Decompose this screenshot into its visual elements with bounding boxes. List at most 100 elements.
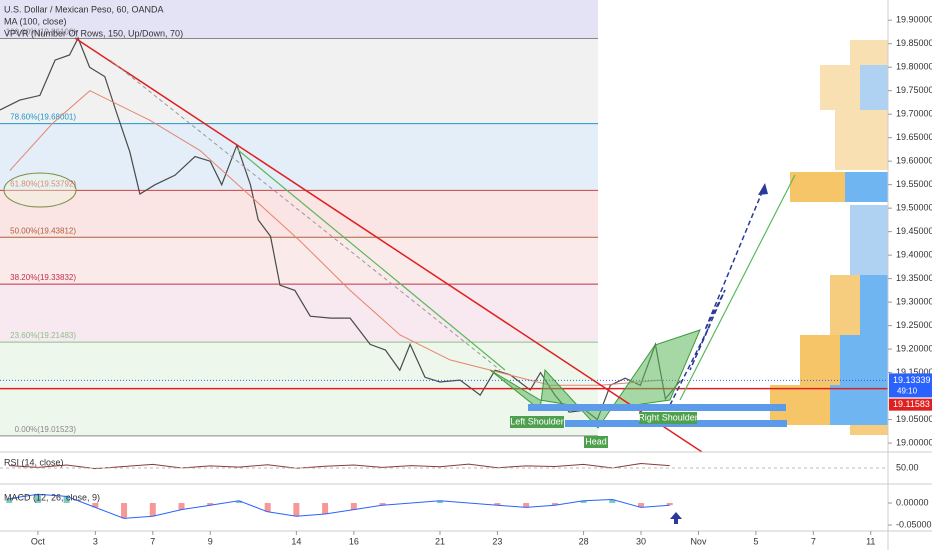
annotation-box xyxy=(584,436,608,448)
y-tick-label: 19.45000 xyxy=(896,226,932,236)
fib-zone xyxy=(0,284,598,343)
vpvr-bar xyxy=(850,40,888,65)
x-tick-label: 9 xyxy=(208,536,213,546)
y-tick-label: 19.20000 xyxy=(896,343,932,353)
support-box xyxy=(889,398,932,411)
last-price-label: 19.13339 xyxy=(893,375,931,385)
x-tick-label: 14 xyxy=(291,536,301,546)
price-line xyxy=(0,36,681,421)
x-tick-label: 3 xyxy=(93,536,98,546)
annotation: Right Shoulder xyxy=(638,412,698,422)
macd-bar xyxy=(436,500,443,504)
y-tick-label: 19.50000 xyxy=(896,203,932,213)
countdown: 49:10 xyxy=(897,387,918,396)
x-tick-label: 5 xyxy=(753,536,758,546)
y-tick-label: 19.60000 xyxy=(896,156,932,166)
fib-zone xyxy=(0,123,598,191)
x-tick-label: 11 xyxy=(866,536,875,546)
y-tick-label: 19.35000 xyxy=(896,273,932,283)
macd-bar xyxy=(207,503,214,506)
macd-bar xyxy=(264,503,271,512)
vpvr-bar xyxy=(845,172,888,202)
vpvr xyxy=(770,40,888,435)
macd-bar xyxy=(350,503,357,510)
fib-label: 50.00%(19.43812) xyxy=(10,226,76,235)
macd-bar xyxy=(322,503,329,515)
fib-label: 23.60%(19.21483) xyxy=(10,331,76,340)
macd-bar xyxy=(379,503,386,506)
macd-bar xyxy=(178,503,185,510)
y-tick-label: 19.15000 xyxy=(896,367,932,377)
y-tick-label: 19.90000 xyxy=(896,15,932,25)
macd-bar xyxy=(235,500,242,504)
legend-ma: MA (100, close) xyxy=(4,16,67,26)
annotation: Head xyxy=(585,436,607,446)
vpvr-bar xyxy=(835,110,888,170)
macd-bar xyxy=(666,503,673,506)
trend-line xyxy=(109,59,501,371)
annotation: Left Shoulder xyxy=(510,416,564,426)
plot xyxy=(0,36,888,519)
macd-line xyxy=(9,493,670,519)
macd-bar xyxy=(293,503,300,517)
projection xyxy=(679,174,796,401)
y-tick-label: 19.40000 xyxy=(896,250,932,260)
y-tick-label: 19.25000 xyxy=(896,320,932,330)
fib-label: 61.80%(19.53792) xyxy=(10,179,76,188)
macd-bar xyxy=(6,498,13,504)
trend-line xyxy=(237,149,506,371)
axes: 19.90000 19.85000 19.80000 19.75000 19.70000… xyxy=(0,15,932,546)
vpvr-bar xyxy=(860,65,888,110)
x-tick-label: 7 xyxy=(150,536,155,546)
x-tick-label: 28 xyxy=(579,536,589,546)
macd-bar xyxy=(638,503,645,508)
y-tick-label: 19.55000 xyxy=(896,179,932,189)
y-tick-label: 19.65000 xyxy=(896,132,932,142)
last-price-box xyxy=(889,373,932,398)
macd-bar xyxy=(494,503,501,506)
arrow-up xyxy=(670,512,682,524)
y-tick-label: 19.70000 xyxy=(896,109,932,119)
y-tick-label: 19.75000 xyxy=(896,85,932,95)
macd-bar xyxy=(63,496,70,504)
macd-tick-label: 0.00000 xyxy=(896,497,929,507)
fib-label: 78.60%(19.68001) xyxy=(10,113,76,122)
y-tick-label: 19.00000 xyxy=(896,437,932,447)
fib-zone xyxy=(0,38,598,124)
vpvr-bar xyxy=(840,335,888,385)
annotation-box xyxy=(510,416,564,428)
rsi-line xyxy=(9,462,670,470)
macd-title: MACD (12, 26, close, 9) xyxy=(4,492,100,502)
annotations: Left Shoulder Head Right Shoulder xyxy=(510,412,698,448)
y-tick-label: 19.80000 xyxy=(896,62,932,72)
x-tick-label: 23 xyxy=(492,536,502,546)
fib-label: 100.00%(19.86100) xyxy=(6,28,77,37)
chart-title: U.S. Dollar / Mexican Peso, 60, OANDA xyxy=(4,4,164,14)
x-tick-label: 30 xyxy=(636,536,646,546)
fib-top-band xyxy=(0,0,598,38)
y-tick-label: 19.30000 xyxy=(896,296,932,306)
y-tick-label: 19.05000 xyxy=(896,414,932,424)
rsi-title: RSI (14, close) xyxy=(4,457,64,467)
fib-zone xyxy=(0,237,598,285)
macd-bar xyxy=(580,500,587,504)
trend-line xyxy=(74,37,703,453)
x-tick-label: Nov xyxy=(690,536,707,546)
rsi-tick-label: 50.00 xyxy=(896,462,919,472)
vpvr-bar xyxy=(850,425,888,435)
vpvr-bar xyxy=(850,205,888,275)
x-tick-label: 16 xyxy=(349,536,359,546)
fib-zone xyxy=(0,190,598,238)
support-label: 19.11583 xyxy=(893,399,930,409)
macd-bar xyxy=(551,503,558,506)
indicator-label: VPVR (Number Of Rows, 150, Up/Down, 70) xyxy=(4,28,183,38)
x-tick-label: 7 xyxy=(811,536,816,546)
macd-bar xyxy=(149,503,156,517)
highlight xyxy=(3,172,77,208)
vpvr-bar xyxy=(830,385,888,425)
arrow-path xyxy=(669,184,766,406)
macd-bar xyxy=(121,503,128,519)
fib-label: 38.20%(19.33832) xyxy=(10,273,76,282)
zone xyxy=(528,404,786,411)
